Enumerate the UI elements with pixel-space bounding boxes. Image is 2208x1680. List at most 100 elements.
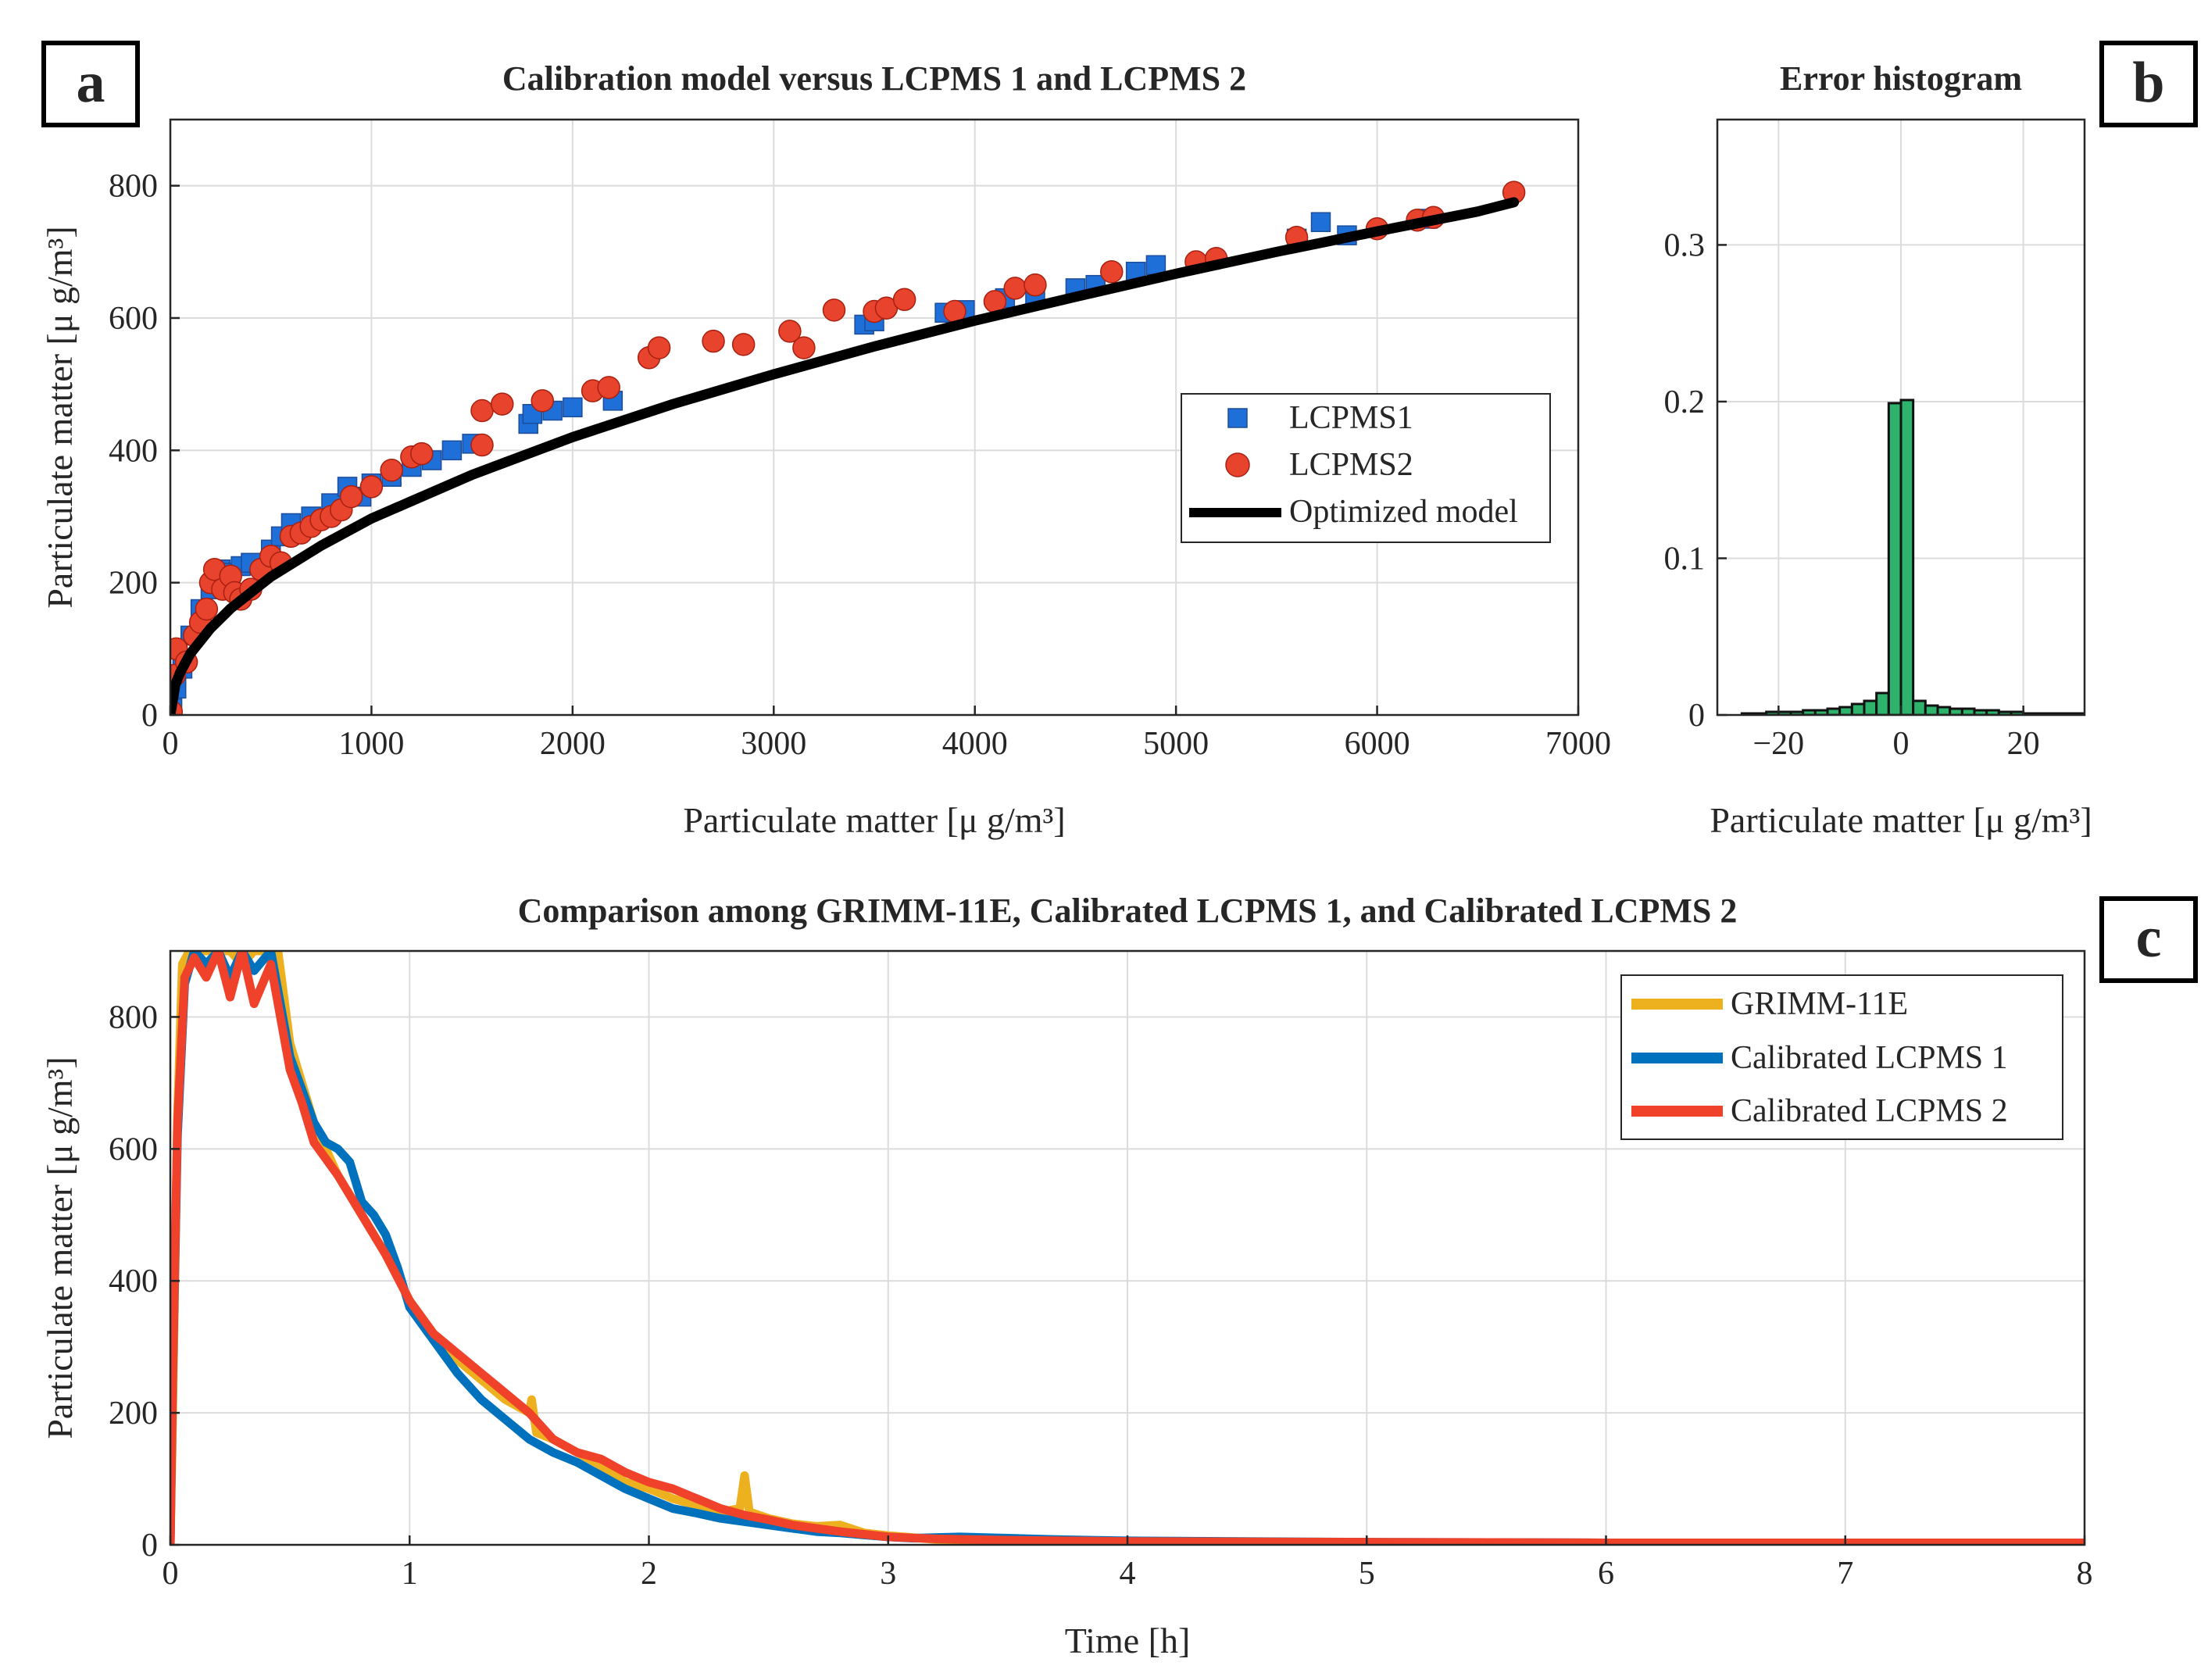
a-ytick-label-0: 0: [141, 698, 158, 734]
b-ytick-label-2: 0.2: [1664, 384, 1706, 420]
a-ytick-label-4: 800: [109, 169, 158, 205]
c-xtick-label-3: 3: [880, 1556, 896, 1592]
lcpms2-point-6: [195, 597, 219, 621]
panel-c-xlabel: Time [h]: [1065, 1621, 1191, 1660]
legend-lcpms2-label: LCPMS2: [1289, 447, 1413, 483]
histogram-bar-11: [1875, 692, 1890, 715]
b-xtick-label-1: 0: [1893, 726, 1910, 762]
lcpms2-point-46: [1003, 277, 1027, 300]
lcpms2-point-35: [647, 336, 671, 359]
legend-lcpms1-marker: [1227, 408, 1248, 428]
lcpms1-point-26: [563, 397, 583, 418]
panel-c-letter: c: [2136, 906, 2162, 970]
lcpms2-point-38: [778, 320, 802, 343]
a-xtick-label-3: 3000: [741, 726, 806, 762]
c-xtick-label-2: 2: [641, 1556, 657, 1592]
lcpms2-point-48: [1100, 259, 1124, 284]
c-ytick-label-2: 400: [109, 1264, 158, 1299]
histogram-bar-10: [1863, 699, 1878, 715]
histogram-bar-15: [1924, 704, 1939, 715]
panel-a-ticks: 0 1000 2000 3000 4000 5000 6000 7000 0 200 400 600 8…: [109, 169, 1611, 762]
panel-a-ylabel: Particulate matter [μ g/m³]: [40, 226, 80, 608]
panel-b-data: [1740, 399, 2085, 715]
c-xtick-label-0: 0: [163, 1556, 179, 1592]
panel-b-letter: b: [2132, 51, 2164, 115]
legend-lcpms2-marker: [1225, 452, 1250, 477]
lcpms2-point-27: [410, 441, 434, 466]
b-xtick-label-2: 20: [2007, 726, 2040, 762]
lcpms2-point-30: [491, 392, 514, 416]
lcpms2-point-29: [470, 433, 494, 457]
c-ytick-label-3: 600: [109, 1131, 158, 1167]
lcpms2-point-36: [702, 329, 725, 353]
lcpms2-point-39: [792, 336, 816, 359]
lcpms2-point-37: [731, 333, 756, 356]
lcpms2-point-33: [597, 376, 620, 399]
c-xtick-label-5: 5: [1359, 1556, 1375, 1592]
a-xtick-label-4: 4000: [942, 726, 1008, 762]
histogram-bar-12: [1887, 402, 1903, 715]
histogram-bar-16: [1936, 706, 1952, 715]
c-xtick-label-7: 7: [1837, 1556, 1853, 1592]
panel-a-xlabel: Particulate matter [μ g/m³]: [683, 800, 1065, 840]
optimized-model-line: [170, 197, 1520, 715]
panel-b-letter-box: b: [2099, 41, 2198, 127]
b-ytick-label-3: 0.3: [1664, 227, 1706, 263]
a-xtick-label-5: 5000: [1143, 726, 1209, 762]
panel-c-title: Comparison among GRIMM-11E, Calibrated L…: [518, 892, 1738, 930]
calibrated-lcpms2-line: [170, 951, 2085, 1545]
a-xtick-label-2: 2000: [540, 726, 606, 762]
a-xtick-label-6: 6000: [1345, 726, 1410, 762]
lcpms2-point-24: [359, 475, 384, 499]
lcpms2-point-28: [470, 399, 494, 423]
panel-c-ylabel: Particulate matter [μ g/m³]: [40, 1056, 80, 1439]
a-xtick-label-7: 7000: [1545, 726, 1611, 762]
panel-c-legend: GRIMM-11E Calibrated LCPMS 1 Calibrated …: [1620, 974, 2063, 1140]
lcpms2-point-47: [1024, 273, 1047, 297]
histogram-bar-8: [1838, 706, 1853, 715]
a-ytick-label-1: 200: [109, 566, 158, 602]
c-xtick-label-6: 6: [1598, 1556, 1614, 1592]
panel-a-letter: a: [77, 51, 105, 115]
panel-c-letter-box: c: [2099, 896, 2198, 983]
c-xtick-label-8: 8: [2077, 1556, 2093, 1592]
panel-c: 0 1 2 3 4 5 6 7 8 0 200 400 600 800 Time [h] Particul…: [40, 949, 2093, 1660]
panel-b-xlabel: Particulate matter [μ g/m³]: [1710, 800, 2092, 840]
lcpms2-point-23: [339, 484, 363, 509]
panel-a: 0 1000 2000 3000 4000 5000 6000 7000 0 200 400 600 8…: [40, 118, 1611, 840]
histogram-bar-14: [1912, 699, 1927, 715]
c-xtick-label-4: 4: [1120, 1556, 1136, 1592]
panel-a-title: Calibration model versus LCPMS 1 and LCP…: [502, 59, 1246, 98]
histogram-bar-9: [1850, 702, 1866, 715]
lcpms2-point-25: [380, 458, 403, 482]
legend-lcpms1-label: LCPMS1: [1289, 400, 1413, 436]
b-ytick-label-0: 0: [1688, 698, 1705, 734]
c-ytick-label-4: 800: [109, 999, 158, 1035]
lcpms1-point-21: [441, 440, 463, 461]
c-ytick-label-0: 0: [141, 1528, 158, 1564]
a-ytick-label-3: 600: [109, 301, 158, 337]
panel-a-letter-box: a: [41, 41, 140, 127]
panel-a-axes-box: [169, 118, 1580, 717]
panel-c-data: [170, 951, 2085, 1545]
lcpms2-point-31: [531, 389, 554, 413]
legend-model-label: Optimized model: [1289, 494, 1518, 530]
a-xtick-label-0: 0: [163, 726, 179, 762]
a-xtick-label-1: 1000: [338, 726, 404, 762]
panel-a-data: [170, 181, 1526, 715]
panel-b-title: Error histogram: [1780, 59, 2022, 98]
b-xtick-label-0: −20: [1752, 726, 1804, 762]
panel-b-ticks: −20 0 20 0 0.1 0.2 0.3: [1664, 227, 2040, 762]
histogram-bar-13: [1899, 399, 1915, 715]
c-xtick-label-1: 1: [402, 1556, 418, 1592]
panel-a-legend: LCPMS1 LCPMS2 Optimized model: [1181, 393, 1551, 543]
lcpms2-point-40: [822, 298, 846, 322]
legend-lcpms1-cal-label: Calibrated LCPMS 1: [1731, 1040, 2008, 1076]
panel-c-ticks: 0 1 2 3 4 5 6 7 8 0 200 400 600 800: [109, 999, 2093, 1592]
legend-lcpms2-cal-label: Calibrated LCPMS 2: [1731, 1093, 2008, 1129]
b-ytick-label-1: 0.1: [1664, 541, 1706, 577]
panel-b: −20 0 20 0 0.1 0.2 0.3 Particulate matter [μ g…: [1664, 118, 2092, 840]
a-ytick-label-2: 400: [109, 433, 158, 469]
lcpms2-point-43: [892, 288, 916, 312]
